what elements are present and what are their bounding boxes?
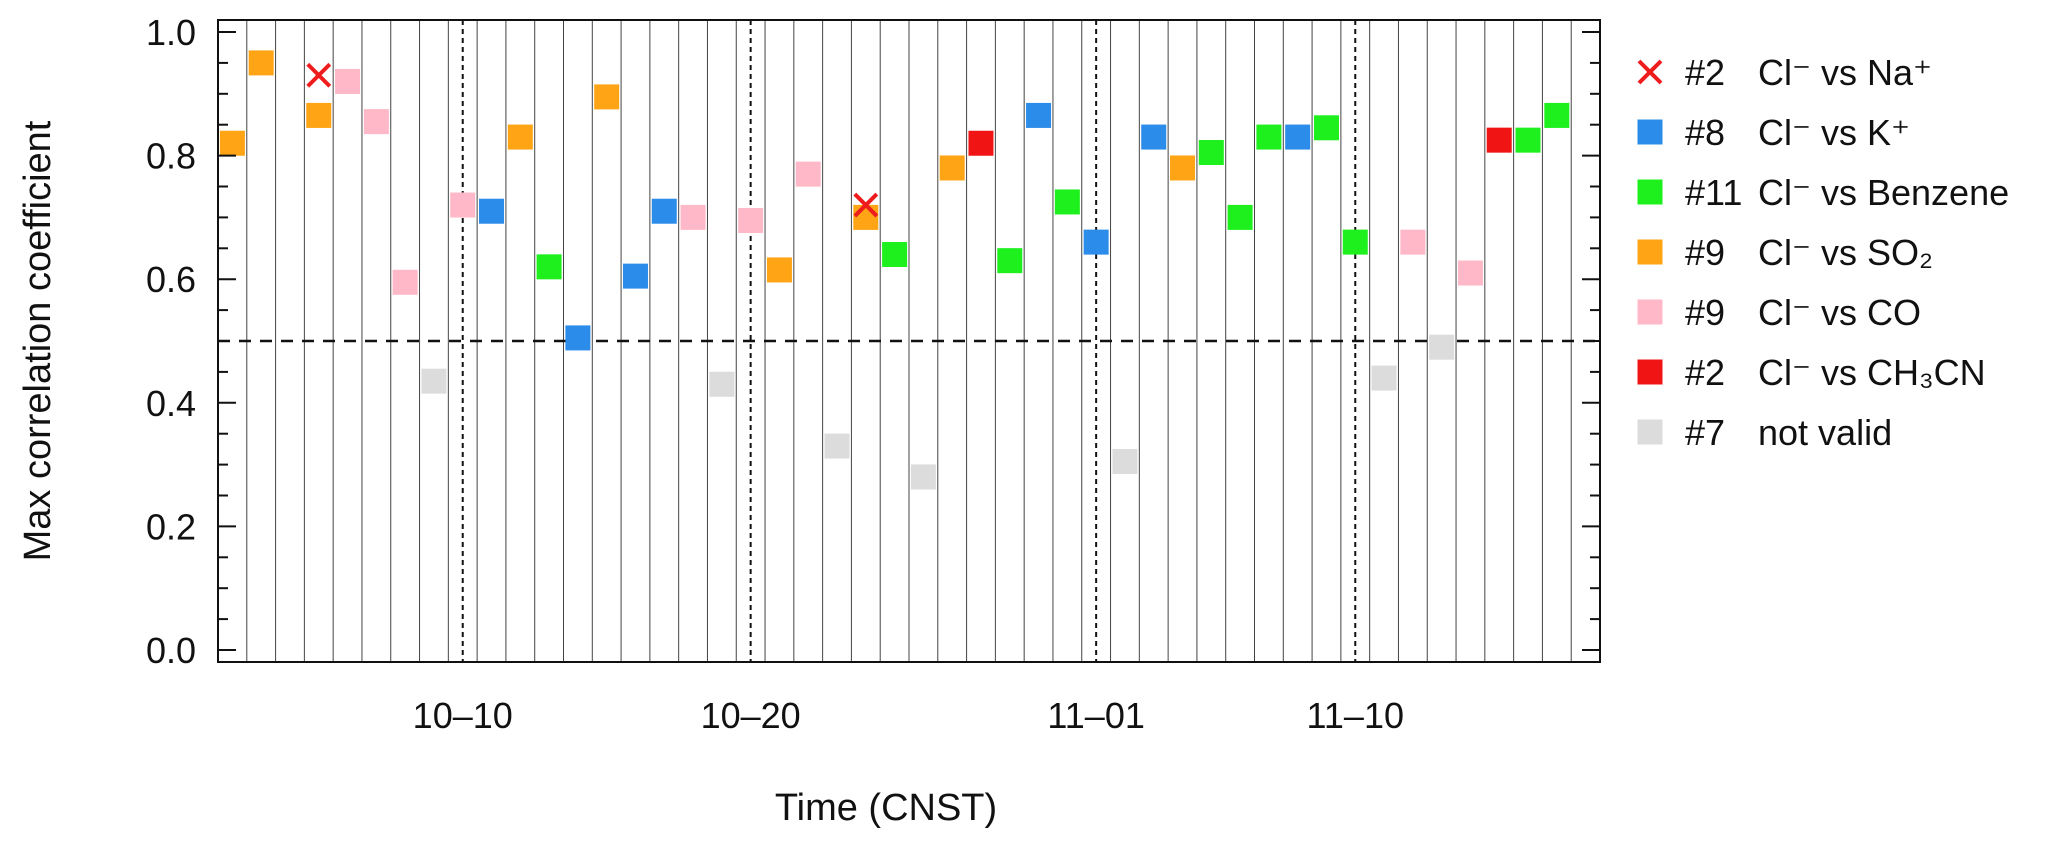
point-so2 <box>219 130 245 156</box>
legend-count: #11 <box>1685 172 1742 213</box>
point-na-stroke <box>306 62 332 88</box>
point-benzene <box>536 254 562 280</box>
point-benzene <box>1342 229 1368 255</box>
y-tick-label: 0.4 <box>146 383 196 424</box>
grid-layer <box>218 20 1600 662</box>
y-tick-label: 0.0 <box>146 630 196 671</box>
legend: #2 Cl⁻ vs Na⁺ #8 Cl⁻ vs K⁺ #11 Cl⁻ vs Benzene… <box>1637 52 2009 453</box>
point-so2 <box>766 257 792 283</box>
point-so2 <box>1170 155 1196 181</box>
x-tick-label: 11–01 <box>1047 695 1144 736</box>
point-benzene <box>997 248 1023 274</box>
point-co <box>392 269 418 295</box>
legend-marker-benzene <box>1637 179 1663 205</box>
point-invalid <box>1112 449 1138 475</box>
legend-label: Cl⁻ vs K⁺ <box>1758 112 1910 153</box>
point-so2 <box>594 84 620 110</box>
legend-item-so2: #9 Cl⁻ vs SO₂ <box>1637 232 1933 273</box>
point-invalid <box>1429 334 1455 360</box>
legend-marker-k <box>1637 119 1663 145</box>
point-co <box>363 109 389 135</box>
legend-item-invalid: #7 not valid <box>1637 412 1892 453</box>
legend-item-ch3cn: #2 Cl⁻ vs CH₃CN <box>1637 352 1986 393</box>
point-benzene <box>1054 189 1080 215</box>
point-invalid <box>1371 365 1397 391</box>
point-na <box>853 192 879 218</box>
point-co <box>335 68 361 94</box>
point-invalid <box>824 433 850 459</box>
legend-marker-co <box>1637 299 1663 325</box>
point-invalid <box>421 368 447 394</box>
point-co <box>450 192 476 218</box>
point-co <box>680 204 706 230</box>
legend-count: #9 <box>1685 232 1725 273</box>
legend-item-co: #9 Cl⁻ vs CO <box>1637 292 1921 333</box>
legend-count: #9 <box>1685 292 1725 333</box>
point-benzene <box>1198 140 1224 166</box>
y-tick-label: 1.0 <box>146 12 196 53</box>
point-k <box>651 198 677 224</box>
y-axis-title: Max correlation coefficient <box>17 120 59 561</box>
marks-layer <box>219 50 1570 490</box>
point-k <box>1141 124 1167 150</box>
point-k <box>479 198 505 224</box>
legend-label: Cl⁻ vs CH₃CN <box>1758 352 1986 393</box>
point-co <box>795 161 821 187</box>
legend-label: Cl⁻ vs Na⁺ <box>1758 52 1932 93</box>
point-benzene <box>1227 204 1253 230</box>
point-so2 <box>306 102 332 128</box>
point-benzene <box>1256 124 1282 150</box>
point-so2 <box>507 124 533 150</box>
point-k <box>1285 124 1311 150</box>
legend-count: #2 <box>1685 52 1725 93</box>
point-benzene <box>882 241 908 267</box>
x-tick-label: 10–10 <box>413 695 513 736</box>
legend-label: Cl⁻ vs SO₂ <box>1758 232 1933 273</box>
legend-label: Cl⁻ vs CO <box>1758 292 1921 333</box>
point-so2 <box>248 50 274 76</box>
legend-marker-invalid <box>1637 419 1663 445</box>
point-k <box>1026 102 1052 128</box>
point-ch3cn <box>1486 127 1512 153</box>
legend-item-benzene: #11 Cl⁻ vs Benzene <box>1637 172 2009 213</box>
legend-label: not valid <box>1758 412 1892 453</box>
point-co <box>738 207 764 233</box>
point-k <box>565 325 591 351</box>
legend-label: Cl⁻ vs Benzene <box>1758 172 2009 213</box>
legend-marker-so2 <box>1637 239 1663 265</box>
point-na <box>306 62 332 88</box>
y-tick-label: 0.2 <box>146 506 196 547</box>
point-so2 <box>939 155 965 181</box>
legend-count: #7 <box>1685 412 1725 453</box>
x-axis-title: Time (CNST) <box>775 787 997 829</box>
legend-marker-na-stroke <box>1637 59 1663 85</box>
point-so2 <box>853 204 879 230</box>
point-ch3cn <box>968 130 994 156</box>
y-tick-label: 0.8 <box>146 136 196 177</box>
point-k <box>1083 229 1109 255</box>
x-tick-label: 11–10 <box>1307 695 1404 736</box>
point-co <box>1400 229 1426 255</box>
legend-count: #8 <box>1685 112 1725 153</box>
legend-marker-na <box>1637 59 1663 85</box>
legend-item-na: #2 Cl⁻ vs Na⁺ <box>1637 52 1932 93</box>
point-na-stroke <box>853 192 879 218</box>
y-tick-label: 0.6 <box>146 259 196 300</box>
x-tick-label: 10–20 <box>701 695 801 736</box>
point-benzene <box>1544 102 1570 128</box>
point-benzene <box>1313 115 1339 141</box>
point-invalid <box>709 371 735 397</box>
point-invalid <box>910 464 936 490</box>
point-co <box>1457 260 1483 286</box>
point-benzene <box>1515 127 1541 153</box>
point-k <box>622 263 648 289</box>
axis-layer: 0.0 0.2 0.4 0.6 0.8 1.0 10–10 10–20 11–01 11–10 <box>146 12 1600 736</box>
legend-marker-ch3cn <box>1637 359 1663 385</box>
legend-count: #2 <box>1685 352 1725 393</box>
legend-item-k: #8 Cl⁻ vs K⁺ <box>1637 112 1910 153</box>
